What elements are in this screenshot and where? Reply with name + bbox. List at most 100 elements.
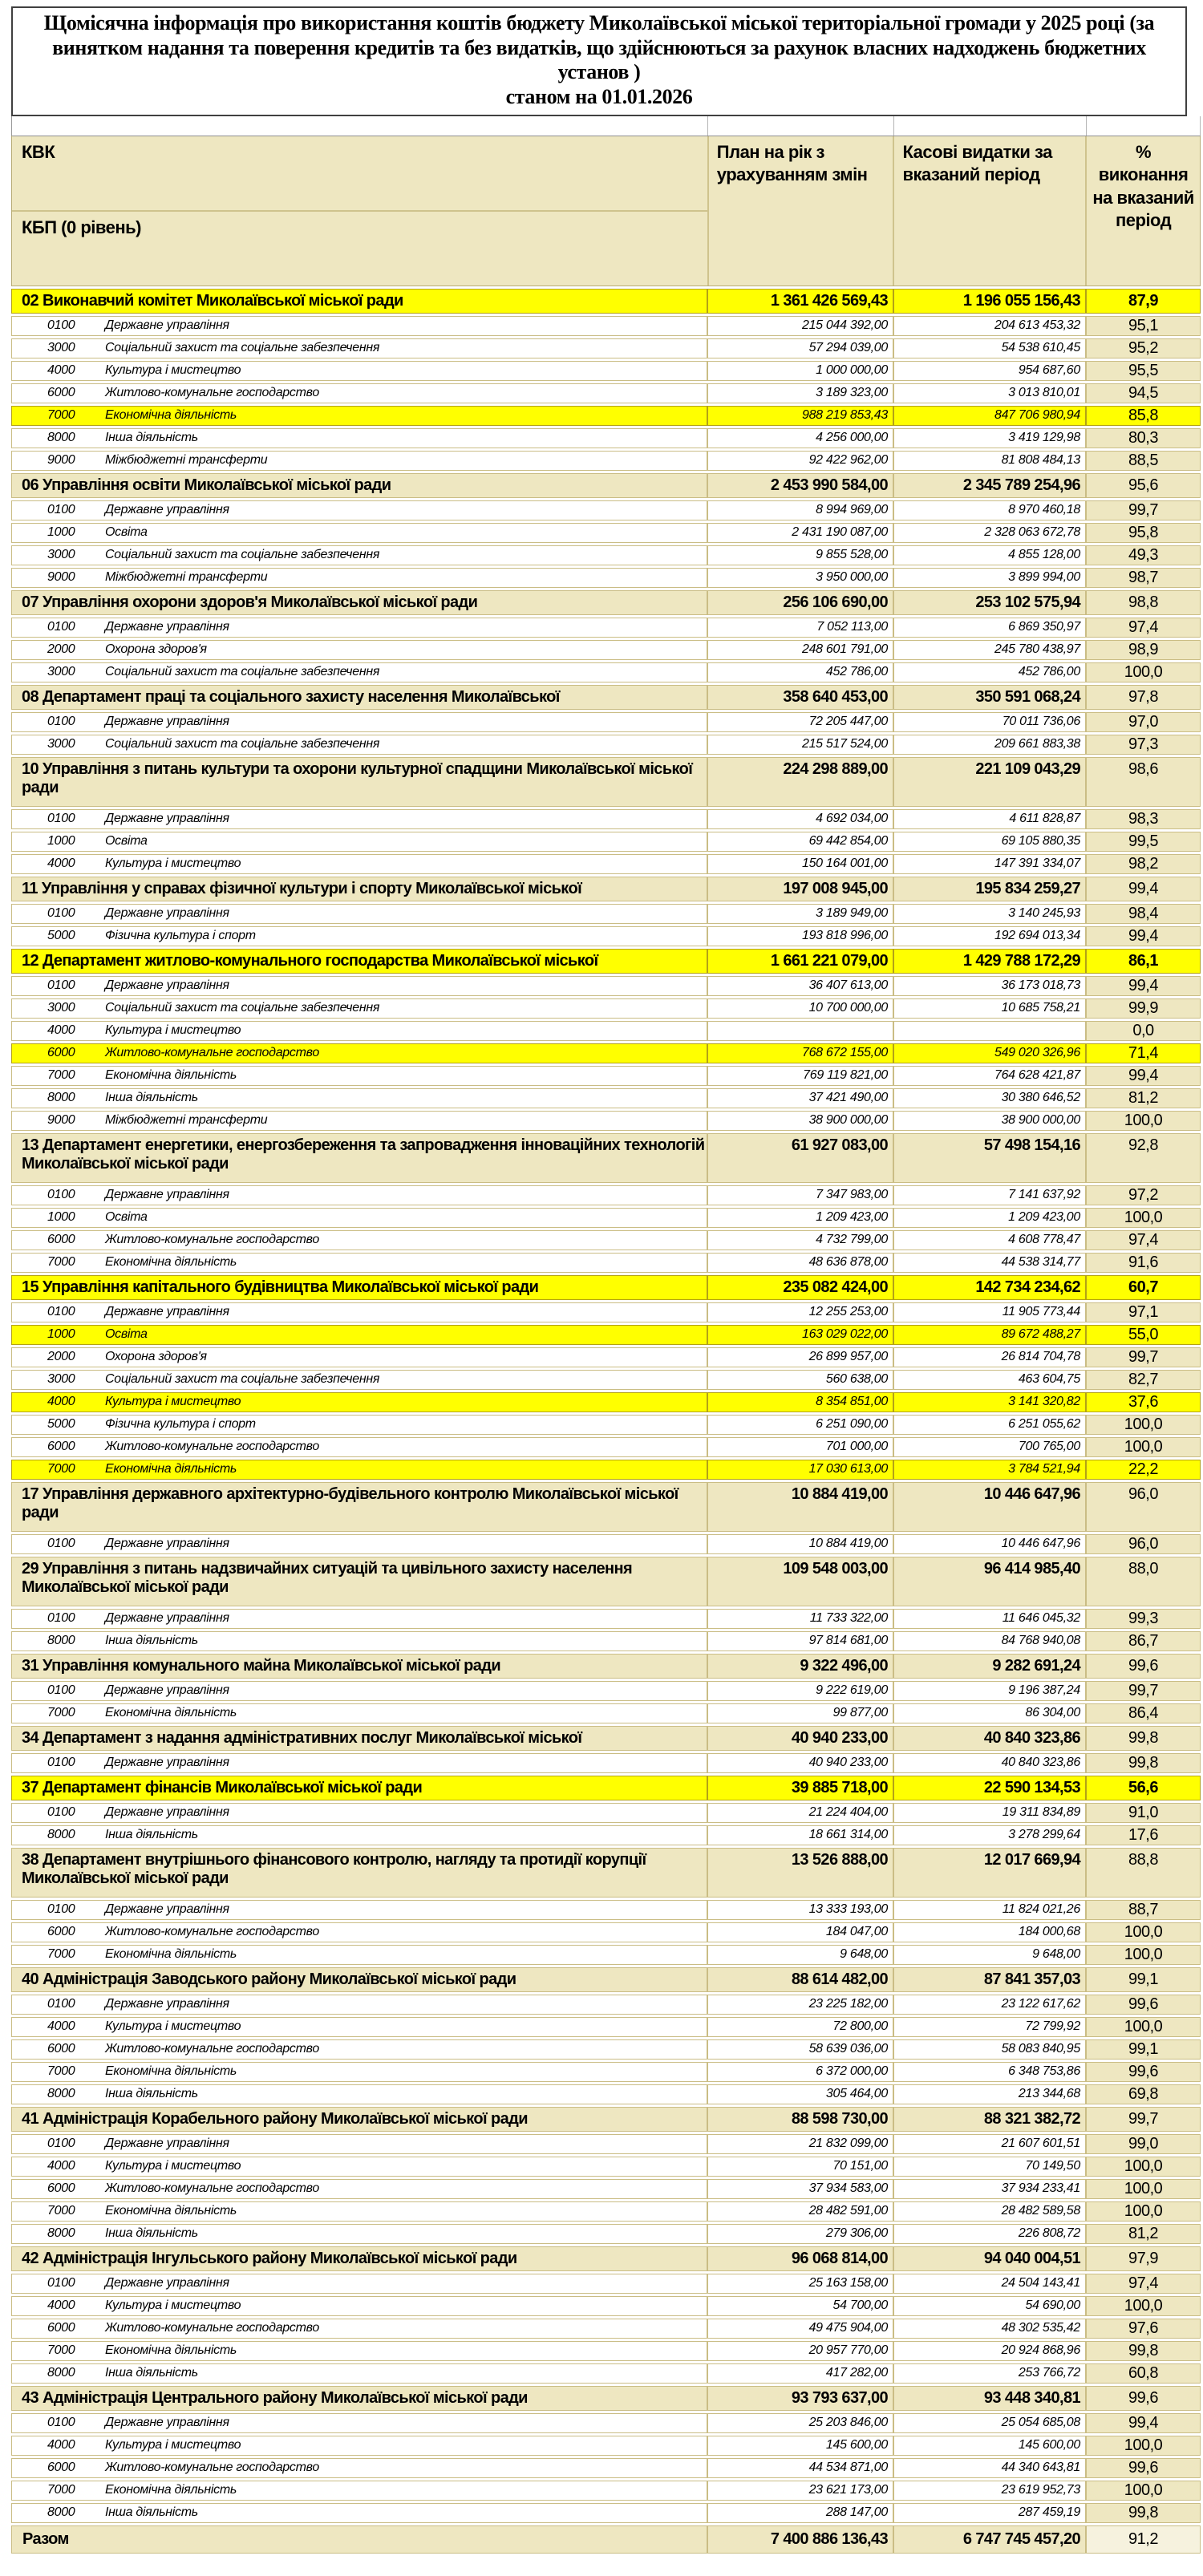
department-cash-value: 9 282 691,24 bbox=[893, 1653, 1086, 1679]
category-row: 0100 Державне управління 13 333 193,00 11 8… bbox=[11, 1899, 1201, 1920]
category-row: 7000 Економічна діяльність 9 648,00 9 648,0… bbox=[11, 1944, 1201, 1965]
category-percent-value: 100,0 bbox=[1086, 2178, 1201, 2199]
category-row: 9000 Міжбюджетні трансферти 38 900 000,00 3… bbox=[11, 1110, 1201, 1131]
category-name-cell: 0100 Державне управління bbox=[11, 2273, 707, 2294]
category-percent-value: 99,6 bbox=[1086, 2457, 1201, 2478]
department-percent-value: 96,0 bbox=[1086, 1481, 1201, 1532]
category-row: 6000 Житлово-комунальне господарство 37 93… bbox=[11, 2178, 1201, 2199]
category-label: Економічна діяльність bbox=[105, 1462, 237, 1476]
category-cash-value: 72 799,92 bbox=[893, 2016, 1086, 2037]
department-percent-value: 56,6 bbox=[1086, 1775, 1201, 1800]
category-name-cell: 6000 Житлово-комунальне господарство bbox=[11, 383, 707, 403]
category-plan-value: 305 464,00 bbox=[707, 2084, 893, 2104]
category-code: 4000 bbox=[47, 1023, 75, 1038]
category-code: 4000 bbox=[47, 857, 75, 871]
category-percent-value: 99,8 bbox=[1086, 2502, 1201, 2523]
category-cash-value: 23 122 617,62 bbox=[893, 1994, 1086, 2015]
category-percent-value: 99,6 bbox=[1086, 2061, 1201, 2082]
category-cash-value: 192 694 013,34 bbox=[893, 925, 1086, 946]
category-row: 0100 Державне управління 9 222 619,00 9 196… bbox=[11, 1680, 1201, 1701]
header-kbp-label: КБП (0 рівень) bbox=[22, 217, 141, 237]
category-code: 0100 bbox=[47, 1537, 75, 1551]
category-cash-value: 209 661 883,38 bbox=[893, 734, 1086, 755]
category-code: 3000 bbox=[47, 341, 75, 355]
category-cash-value: 37 934 233,41 bbox=[893, 2178, 1086, 2199]
department-cash-value: 22 590 134,53 bbox=[893, 1775, 1086, 1800]
category-cash-value: 28 482 589,58 bbox=[893, 2201, 1086, 2222]
category-plan-value: 20 957 770,00 bbox=[707, 2340, 893, 2361]
department-plan-value: 10 884 419,00 bbox=[707, 1481, 893, 1532]
category-name-cell: 0100 Державне управління bbox=[11, 315, 707, 336]
category-label: Державне управління bbox=[105, 812, 229, 826]
category-code: 3000 bbox=[47, 1001, 75, 1015]
department-percent-value: 97,8 bbox=[1086, 684, 1201, 710]
department-row: 43 Адміністрація Центрального району Мик… bbox=[11, 2385, 1201, 2411]
category-label: Фізична культура і спорт bbox=[105, 1417, 256, 1432]
category-row: 0100 Державне управління 12 255 253,00 11 9… bbox=[11, 1302, 1201, 1322]
category-code: 1000 bbox=[47, 1210, 75, 1225]
category-cash-value: 36 173 018,73 bbox=[893, 975, 1086, 996]
category-percent-value: 99,4 bbox=[1086, 975, 1201, 996]
category-cash-value: 86 304,00 bbox=[893, 1703, 1086, 1723]
category-cash-value: 20 924 868,96 bbox=[893, 2340, 1086, 2361]
category-plan-value: 560 638,00 bbox=[707, 1369, 893, 1390]
category-name-cell: 0100 Державне управління bbox=[11, 1680, 707, 1701]
category-percent-value: 17,6 bbox=[1086, 1825, 1201, 1845]
category-plan-value: 7 347 983,00 bbox=[707, 1185, 893, 1205]
category-cash-value: 58 083 840,95 bbox=[893, 2039, 1086, 2060]
category-code: 7000 bbox=[47, 1068, 75, 1083]
category-plan-value: 3 189 323,00 bbox=[707, 383, 893, 403]
category-name-cell: 7000 Економічна діяльність bbox=[11, 2480, 707, 2501]
category-plan-value: 72 205 447,00 bbox=[707, 711, 893, 732]
category-plan-value: 1 209 423,00 bbox=[707, 1207, 893, 1228]
department-plan-value: 88 598 730,00 bbox=[707, 2106, 893, 2132]
department-row: 13 Департамент енергетики, енергозбереже… bbox=[11, 1132, 1201, 1183]
department-plan-value: 40 940 233,00 bbox=[707, 1725, 893, 1751]
category-code: 8000 bbox=[47, 1828, 75, 1842]
department-percent-value: 92,8 bbox=[1086, 1132, 1201, 1183]
category-cash-value: 9 196 387,24 bbox=[893, 1680, 1086, 1701]
department-row: 11 Управління у справах фізичної культур… bbox=[11, 876, 1201, 901]
category-name-cell: 0100 Державне управління bbox=[11, 500, 707, 520]
header-percent-label: % виконання на вказаний період bbox=[1085, 136, 1200, 286]
category-label: Соціальний захист та соціальне забезпече… bbox=[105, 1001, 380, 1015]
department-name: 10 Управління з питань культури та охоро… bbox=[11, 756, 707, 807]
category-row: 4000 Культура і мистецтво 0,0 bbox=[11, 1020, 1201, 1041]
category-name-cell: 0100 Державне управління bbox=[11, 1899, 707, 1920]
category-percent-value: 99,3 bbox=[1086, 1608, 1201, 1629]
category-percent-value: 55,0 bbox=[1086, 1324, 1201, 1345]
department-percent-value: 99,7 bbox=[1086, 2106, 1201, 2132]
category-label: Державне управління bbox=[105, 1902, 229, 1917]
department-title-text: 08 Департамент праці та соціального захи… bbox=[22, 687, 560, 706]
category-plan-value: 150 164 001,00 bbox=[707, 853, 893, 874]
department-name: 15 Управління капітального будівництва М… bbox=[11, 1274, 707, 1300]
category-row: 4000 Культура і мистецтво 70 151,00 70 149,… bbox=[11, 2156, 1201, 2177]
category-cash-value: 4 611 828,87 bbox=[893, 808, 1086, 829]
category-percent-value: 60,8 bbox=[1086, 2363, 1201, 2384]
category-cash-value: 549 020 326,96 bbox=[893, 1043, 1086, 1063]
category-plan-value: 288 147,00 bbox=[707, 2502, 893, 2523]
category-code: 8000 bbox=[47, 2505, 75, 2520]
category-name-cell: 1000 Освіта bbox=[11, 1207, 707, 1228]
category-label: Економічна діяльність bbox=[105, 2064, 237, 2079]
category-code: 5000 bbox=[47, 929, 75, 943]
category-code: 3000 bbox=[47, 1372, 75, 1387]
category-plan-value: 54 700,00 bbox=[707, 2295, 893, 2316]
category-plan-value: 4 692 034,00 bbox=[707, 808, 893, 829]
department-row: 15 Управління капітального будівництва М… bbox=[11, 1274, 1201, 1300]
category-row: 3000 Соціальний захист та соціальне забез… bbox=[11, 734, 1201, 755]
category-name-cell: 7000 Економічна діяльність bbox=[11, 2061, 707, 2082]
category-percent-value: 99,0 bbox=[1086, 2133, 1201, 2154]
category-percent-value: 97,4 bbox=[1086, 2273, 1201, 2294]
category-plan-value: 36 407 613,00 bbox=[707, 975, 893, 996]
category-code: 0100 bbox=[47, 1997, 75, 2011]
category-name-cell: 6000 Житлово-комунальне господарство bbox=[11, 1436, 707, 1457]
category-row: 0100 Державне управління 21 224 404,00 19 3… bbox=[11, 1802, 1201, 1823]
bottom-padding bbox=[0, 2554, 1203, 2576]
category-label: Освіта bbox=[105, 525, 148, 540]
category-label: Фізична культура і спорт bbox=[105, 929, 256, 943]
category-code: 2000 bbox=[47, 1350, 75, 1364]
category-cash-value: 213 344,68 bbox=[893, 2084, 1086, 2104]
category-cash-value: 84 768 940,08 bbox=[893, 1630, 1086, 1651]
category-name-cell: 4000 Культура і мистецтво bbox=[11, 2435, 707, 2456]
